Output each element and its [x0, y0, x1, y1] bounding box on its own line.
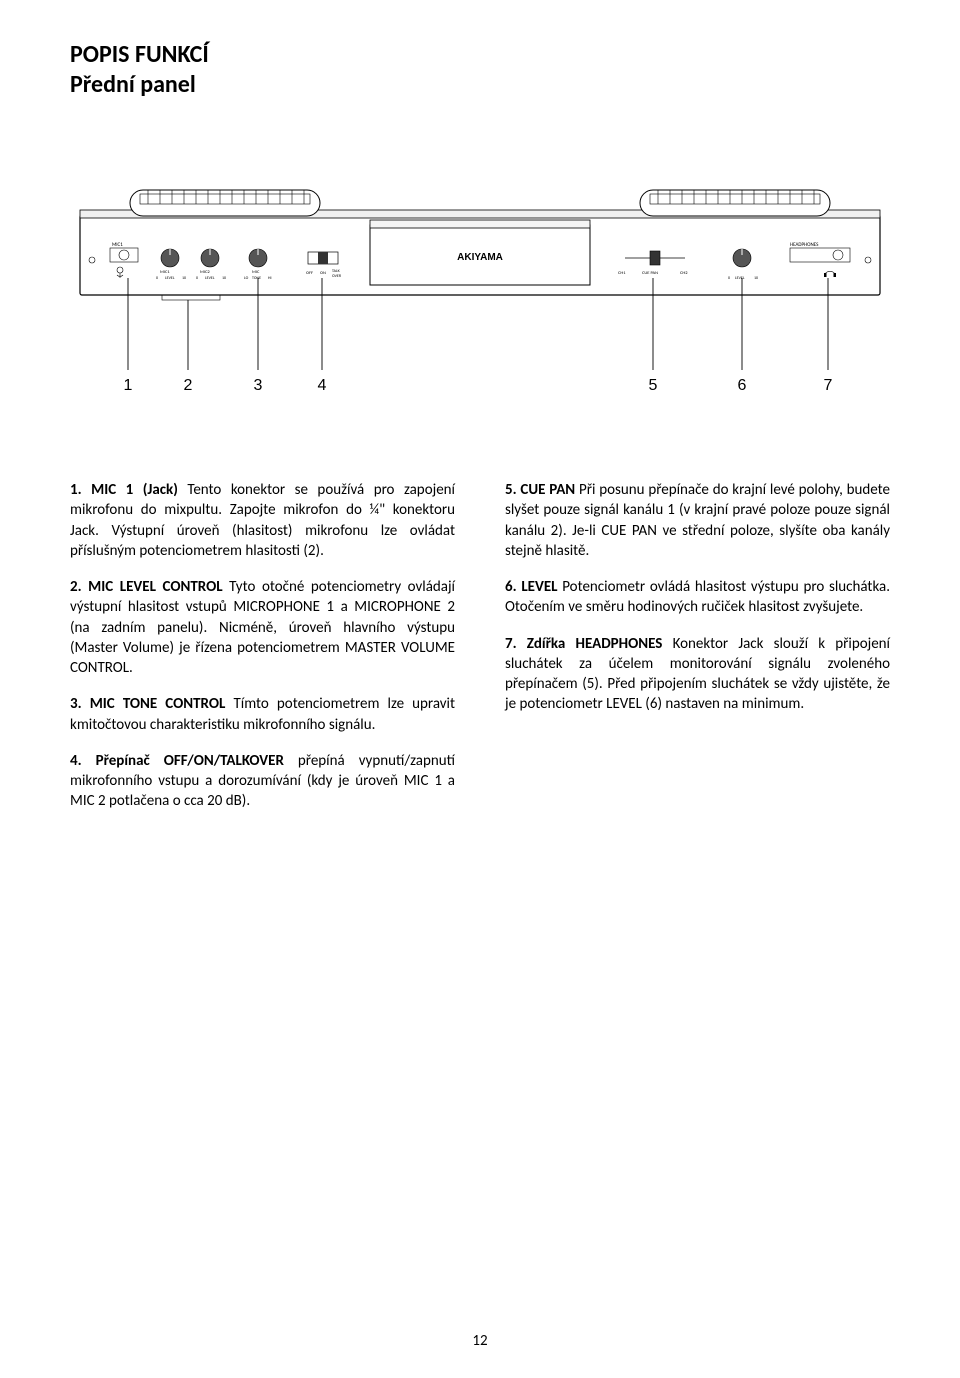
jog-wheel-left-icon — [130, 190, 320, 216]
para-4: 4. Přepínač OFF/ON/TALKOVER přepíná vypn… — [70, 751, 455, 812]
svg-text:0: 0 — [196, 276, 198, 281]
svg-text:TONE: TONE — [252, 276, 261, 281]
page: POPIS FUNKCÍ Přední panel — [0, 0, 960, 1378]
svg-text:CH1: CH1 — [618, 271, 626, 276]
para-1: 1. MIC 1 (Jack) Tento konektor se použív… — [70, 480, 455, 561]
heading-line-2: Přední panel — [70, 70, 890, 100]
svg-text:LEVEL: LEVEL — [735, 276, 745, 281]
para-2: 2. MIC LEVEL CONTROL Tyto otočné potenci… — [70, 577, 455, 678]
svg-text:10: 10 — [182, 276, 186, 281]
svg-text:2: 2 — [184, 377, 193, 394]
callout-numbers: 1 2 3 4 5 6 7 — [124, 377, 833, 394]
svg-text:MIC1: MIC1 — [112, 242, 123, 248]
svg-text:5: 5 — [649, 377, 658, 394]
svg-text:3: 3 — [254, 377, 263, 394]
svg-text:HEADPHONES: HEADPHONES — [790, 242, 819, 248]
left-column: 1. MIC 1 (Jack) Tento konektor se použív… — [70, 480, 455, 828]
svg-text:MIC: MIC — [252, 270, 260, 275]
svg-text:LEVEL: LEVEL — [205, 276, 215, 281]
svg-text:LO: LO — [244, 276, 249, 281]
svg-text:4: 4 — [318, 377, 327, 394]
svg-text:0: 0 — [156, 276, 158, 281]
svg-text:MIC2: MIC2 — [200, 270, 210, 275]
panel-svg: AKIYAMA MIC1 MIC1 0 LEVEL 10 — [70, 160, 890, 420]
svg-text:CUE PAN: CUE PAN — [642, 271, 658, 276]
svg-text:6: 6 — [738, 377, 747, 394]
brand-label: AKIYAMA — [457, 252, 503, 263]
svg-text:OFF: OFF — [306, 271, 313, 276]
svg-text:MIC1: MIC1 — [160, 270, 170, 275]
para-3: 3. MIC TONE CONTROL Tímto potenciometrem… — [70, 694, 455, 735]
para-7: 7. Zdířka HEADPHONES Konektor Jack slouž… — [505, 634, 890, 715]
para-5: 5. CUE PAN Při posunu přepínače do krajn… — [505, 480, 890, 561]
right-column: 5. CUE PAN Při posunu přepínače do krajn… — [505, 480, 890, 828]
front-panel-diagram: AKIYAMA MIC1 MIC1 0 LEVEL 10 — [70, 160, 890, 420]
svg-text:OVER: OVER — [332, 274, 342, 279]
text-columns: 1. MIC 1 (Jack) Tento konektor se použív… — [70, 480, 890, 828]
jog-wheel-right-icon — [640, 190, 830, 216]
svg-text:10: 10 — [222, 276, 226, 281]
svg-text:CH2: CH2 — [680, 271, 688, 276]
page-number: 12 — [0, 1332, 960, 1350]
heading-line-1: POPIS FUNKCÍ — [70, 40, 890, 70]
svg-text:1: 1 — [124, 377, 133, 394]
svg-text:7: 7 — [824, 377, 833, 394]
para-6: 6. LEVEL Potenciometr ovládá hlasitost v… — [505, 577, 890, 618]
svg-text:LEVEL: LEVEL — [165, 276, 175, 281]
svg-text:0: 0 — [728, 276, 730, 281]
svg-text:ON: ON — [320, 271, 326, 276]
svg-text:HI: HI — [268, 276, 272, 281]
svg-text:10: 10 — [754, 276, 758, 281]
